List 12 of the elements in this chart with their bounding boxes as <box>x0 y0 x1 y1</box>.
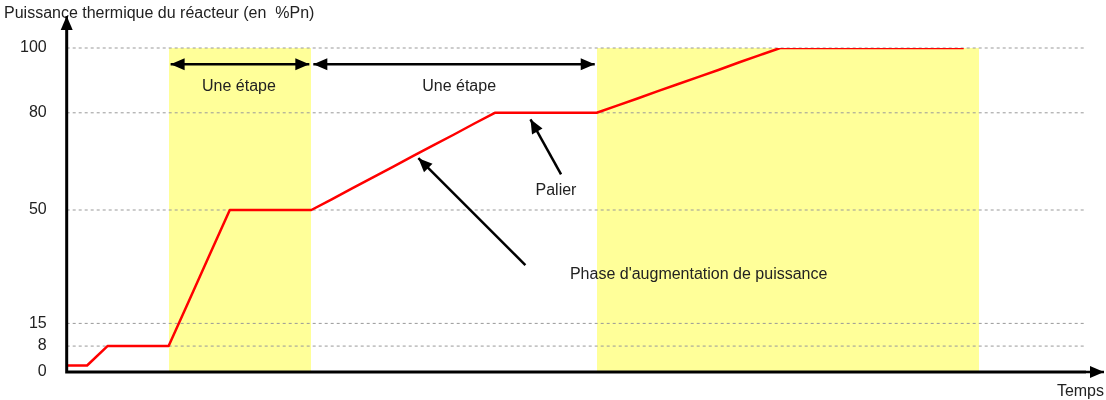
annotation: Palier <box>535 180 578 198</box>
annotation: Une étape <box>202 77 276 95</box>
y-tick-label: 50 <box>28 200 47 218</box>
y-tick-label: 8 <box>37 336 47 354</box>
annotation: Une étape <box>422 77 497 95</box>
y-tick-label: 80 <box>28 103 47 121</box>
x-axis-title: Temps <box>1056 382 1104 400</box>
y-tick-label: 15 <box>28 313 47 331</box>
y-tick-label: 0 <box>37 362 47 380</box>
y-axis-title: Puissance thermique du réacteur (en %Pn) <box>4 4 315 22</box>
y-tick-label: 100 <box>19 38 47 56</box>
annotation: Phase d'augmentation de puissance <box>569 265 828 283</box>
